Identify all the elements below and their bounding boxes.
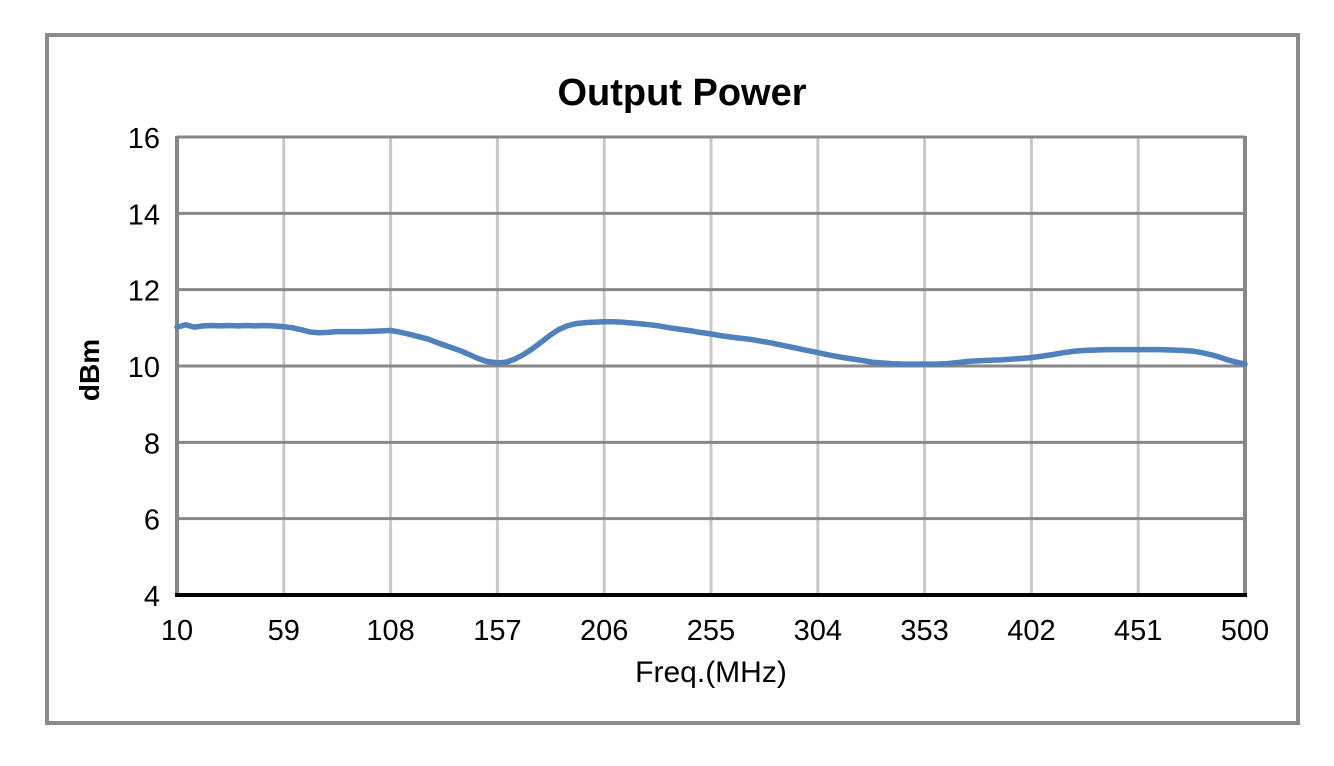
y-tick-label: 8	[144, 428, 160, 460]
output-power-line	[174, 318, 1248, 367]
x-tick-label: 157	[473, 615, 521, 647]
x-axis-title: Freq.(MHz)	[635, 656, 787, 689]
x-tick-label: 500	[1221, 615, 1269, 647]
y-tick-label: 6	[144, 505, 160, 537]
x-tick-label: 304	[794, 615, 842, 647]
chart-title: Output Power	[557, 72, 807, 114]
y-tick-label: 16	[128, 123, 160, 155]
y-tick-label: 14	[128, 199, 160, 231]
y-axis-title: dBm	[74, 338, 105, 402]
x-tick-label: 451	[1114, 615, 1162, 647]
x-tick-label: 402	[1007, 615, 1055, 647]
x-tick-label: 10	[161, 615, 193, 647]
x-tick-label: 255	[687, 615, 735, 647]
y-tick-label: 10	[128, 352, 160, 384]
x-tick-label: 59	[268, 615, 300, 647]
x-tick-label: 206	[580, 615, 628, 647]
figure-border	[45, 33, 1300, 725]
y-tick-label: 4	[144, 581, 160, 613]
x-tick-label: 108	[366, 615, 414, 647]
y-tick-label: 12	[128, 276, 160, 308]
x-tick-label: 353	[900, 615, 948, 647]
